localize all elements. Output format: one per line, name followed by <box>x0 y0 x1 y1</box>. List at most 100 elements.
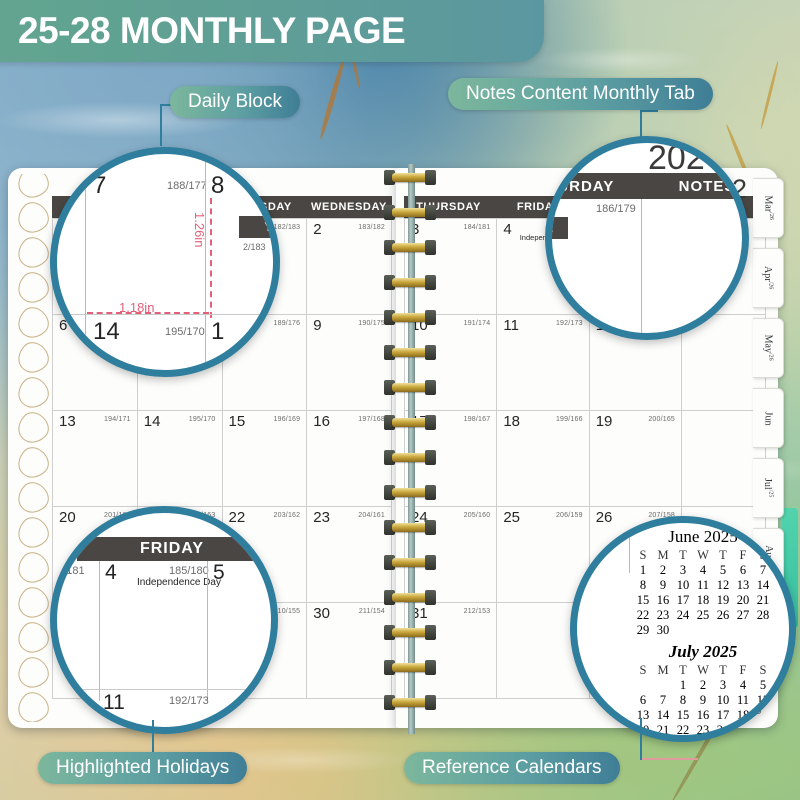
reference-date: 7 <box>759 563 767 577</box>
reference-date: 19 <box>756 708 770 722</box>
day-number: 25 <box>503 509 521 526</box>
calendar-day-cell[interactable]: 9 190/175 <box>307 315 392 410</box>
quatrefoil-motif <box>14 336 50 380</box>
day-of-year-fraction: 210/155 <box>273 608 301 615</box>
lens3-frac-above: 203/162 <box>255 515 271 525</box>
reference-dow: S <box>639 548 647 562</box>
day-of-year-fraction: 205/160 <box>463 512 491 519</box>
callout-notes-content-monthly-tab[interactable]: Notes Content Monthly Tab <box>448 78 713 110</box>
reference-date: 30 <box>656 623 670 637</box>
reference-date: 17 <box>716 708 730 722</box>
calendar-day-cell[interactable]: 22 203/162 <box>223 507 308 602</box>
reference-date: 18 <box>696 593 710 607</box>
connector-line <box>640 718 642 760</box>
reference-date: 8 <box>679 693 687 707</box>
calendar-day-cell[interactable]: 13 194/171 <box>53 411 138 506</box>
reference-date: 3 <box>679 563 687 577</box>
reference-date: 29 <box>636 623 650 637</box>
reference-date: 7 <box>659 693 667 707</box>
lens3-frac: 185/180 <box>169 565 209 577</box>
connector-line <box>640 110 642 140</box>
spiral-ring <box>384 695 436 710</box>
spiral-ring <box>384 170 436 185</box>
reference-date: 10 <box>676 578 690 592</box>
callout-highlighted-holidays[interactable]: Highlighted Holidays <box>38 752 248 784</box>
reference-date: 4 <box>739 678 747 692</box>
lens4-outside-frac: 206/159 <box>570 521 602 531</box>
spiral-shaft <box>408 164 415 734</box>
connector-line <box>160 104 174 106</box>
spiral-ring <box>384 240 436 255</box>
day-of-year-fraction: 190/175 <box>358 320 385 327</box>
reference-date: 25 <box>736 723 750 737</box>
lens1-width-dimension-label: 1.18in <box>119 300 155 315</box>
calendar-day-cell[interactable]: 3 184/181 <box>405 219 498 314</box>
reference-date <box>633 678 653 693</box>
reference-dow: F <box>739 548 747 562</box>
calendar-day-cell[interactable]: 15 196/169 <box>223 411 308 506</box>
day-of-year-fraction: 189/176 <box>273 320 301 327</box>
reference-calendar-title: July 2025 <box>668 642 738 661</box>
calendar-day-cell[interactable]: 2 183/182 <box>307 219 392 314</box>
reference-date: 17 <box>676 593 690 607</box>
lens1-gridline <box>57 314 273 315</box>
lens3-friday-header: FRIDAY <box>77 537 267 561</box>
quatrefoil-motif <box>14 174 50 205</box>
reference-date: 1 <box>639 563 647 577</box>
callout-daily-block[interactable]: Daily Block <box>170 86 300 118</box>
reference-date: 3 <box>719 678 727 692</box>
month-tab-apr[interactable]: Apr/26 <box>753 248 784 308</box>
calendar-day-cell[interactable]: 18 199/166 <box>497 411 590 506</box>
reference-date: 8 <box>639 578 647 592</box>
weekday-header-wednesday: WEDNESDAY <box>307 196 392 218</box>
lens3-day-5: 5 <box>213 561 225 584</box>
spiral-ring <box>384 485 436 500</box>
calendar-day-cell[interactable]: 30 211/154 <box>307 603 392 698</box>
reference-date <box>693 623 713 638</box>
month-tab-may[interactable]: May/26 <box>753 318 784 378</box>
calendar-day-cell[interactable]: 16 197/168 <box>307 411 392 506</box>
quatrefoil-motif <box>14 476 50 520</box>
reference-date: 2 <box>699 678 707 692</box>
day-of-year-fraction: 192/173 <box>555 320 583 327</box>
quatrefoil-motif <box>14 581 50 625</box>
month-tab-jul[interactable]: Jul/25 <box>753 458 784 518</box>
lens1-frac-bottom-left: 71 <box>57 320 70 332</box>
month-tab-label: Apr/26 <box>762 266 774 290</box>
lens3-day-4: 4 <box>105 561 117 584</box>
calendar-day-cell[interactable]: 24 205/160 <box>405 507 498 602</box>
day-number: 6 <box>59 317 68 334</box>
calendar-day-cell[interactable]: 11 192/173 <box>497 315 590 410</box>
spiral-ring <box>384 520 436 535</box>
reference-dow: M <box>657 663 669 677</box>
calendar-day-cell[interactable]: 23 204/161 <box>307 507 392 602</box>
day-number: 20 <box>59 509 76 526</box>
lens3-frac-left: 84/181 <box>51 565 85 577</box>
reference-date: 23 <box>656 608 670 622</box>
day-of-year-fraction: 211/154 <box>358 608 385 615</box>
reference-date: 16 <box>656 593 670 607</box>
day-number: 18 <box>503 413 521 430</box>
month-tab-jun[interactable]: Jun <box>753 388 784 448</box>
reference-date <box>733 623 753 638</box>
reference-date: 4 <box>699 563 707 577</box>
reference-dow: M <box>657 548 669 562</box>
reference-date: 16 <box>696 708 710 722</box>
quatrefoil-motif <box>14 686 50 722</box>
calendar-day-cell[interactable]: 14 195/170 <box>138 411 223 506</box>
spiral-ring <box>384 380 436 395</box>
month-tab-mar[interactable]: Mar/26 <box>753 178 784 238</box>
calendar-day-cell[interactable]: 31 212/153 <box>405 603 498 698</box>
day-number: 3 <box>411 221 420 238</box>
calendar-day-cell[interactable]: 25 206/159 <box>497 507 590 602</box>
day-of-year-fraction: 196/169 <box>273 416 301 423</box>
reference-date: 27 <box>736 608 750 622</box>
magnifier-highlighted-holidays: 20 22 203/162 FRIDAY 84/181 4 185/180 In… <box>50 506 278 734</box>
callout-reference-calendars[interactable]: Reference Calendars <box>404 752 620 784</box>
reference-dow: T <box>719 663 727 677</box>
reference-date: 14 <box>756 578 770 592</box>
calendar-day-cell[interactable]: 19 200/165 <box>590 411 683 506</box>
spiral-ring <box>384 555 436 570</box>
connector-line <box>152 720 154 752</box>
